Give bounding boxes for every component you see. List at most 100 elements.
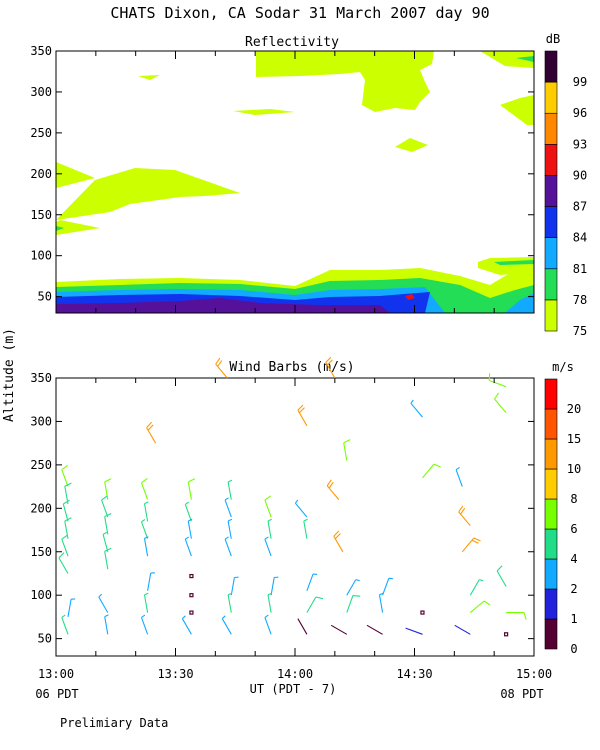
wind-colorbar-label: 6 (570, 522, 577, 536)
wind-barb (146, 421, 157, 444)
reflectivity-panel: Reflectivity 50 100 150 200 250 300 350 (30, 32, 587, 338)
wind-barb-title: Wind Barbs (m/s) (229, 360, 354, 375)
wind-barb (461, 537, 481, 553)
wind-barb (325, 356, 336, 379)
wind-barb (297, 404, 308, 427)
wind-barb (224, 497, 232, 518)
wind-colorbar-unit: m/s (552, 360, 574, 374)
reflectivity-y-tick-label: 50 (38, 290, 52, 304)
wind-barb (143, 501, 149, 522)
wind-barb (330, 624, 348, 635)
wind-colorbar-label: 2 (570, 582, 577, 596)
wind-y-tick-label: 100 (30, 588, 52, 602)
wind-barb (306, 596, 324, 613)
reflectivity-colorbar-label: 90 (573, 168, 587, 182)
x-left-note: 06 PDT (35, 687, 78, 701)
wind-x-tick-label: 13:30 (157, 667, 193, 681)
wind-barb (270, 576, 279, 596)
wind-colorbar-label: 10 (567, 462, 581, 476)
wind-barb (230, 576, 239, 596)
reflectivity-y-tick-label: 100 (30, 249, 52, 263)
reflectivity-colorbar-swatch (544, 268, 558, 301)
wind-colorbar-swatch (544, 618, 558, 650)
wind-barb (184, 501, 192, 522)
reflectivity-colorbar: 75 78 81 84 87 90 93 96 99 (544, 50, 587, 338)
wind-x-tick-label: 13:00 (38, 667, 74, 681)
wind-colorbar-swatch (544, 378, 558, 410)
wind-x-tick-label: 14:30 (396, 667, 432, 681)
reflectivity-75-top-2 (480, 51, 534, 68)
reflectivity-colorbar-label: 93 (573, 137, 587, 151)
wind-barb (264, 536, 272, 557)
figure-title: CHATS Dixon, CA Sodar 31 March 2007 day … (110, 4, 489, 22)
reflectivity-75-top-3 (500, 95, 534, 125)
reflectivity-87-layer (56, 298, 390, 313)
reflectivity-colorbar-swatch (544, 206, 558, 238)
wind-y-tick-label: 250 (30, 458, 52, 472)
wind-colorbar-label: 0 (570, 642, 577, 656)
wind-barb (221, 615, 232, 635)
wind-y-tick-label: 150 (30, 545, 52, 559)
reflectivity-colorbar-unit: dB (546, 32, 560, 46)
reflectivity-title: Reflectivity (245, 35, 339, 50)
wind-barb (469, 579, 484, 596)
x-right-note: 08 PDT (500, 687, 543, 701)
wind-barb (104, 614, 109, 635)
wind-barb (346, 579, 360, 596)
wind-barb (378, 592, 384, 613)
wind-barb (104, 478, 112, 500)
wind-barb (67, 598, 76, 617)
wind-barb (104, 547, 112, 570)
wind-barb (147, 572, 155, 591)
wind-barb (458, 505, 471, 527)
wind-barb (187, 518, 193, 539)
reflectivity-y-tick-label: 300 (30, 85, 52, 99)
wind-barb (227, 592, 233, 613)
wind-barb (181, 615, 192, 635)
wind-barb (333, 530, 344, 553)
reflectivity-colorbar-label: 87 (573, 200, 587, 214)
y-axis-label: Altitude (m) (2, 328, 17, 422)
wind-barb (61, 534, 69, 557)
wind-barb-calm (189, 573, 194, 579)
wind-barb (215, 357, 228, 379)
wind-barb (227, 518, 233, 539)
wind-colorbar-swatch (544, 438, 558, 470)
wind-barb (488, 373, 507, 388)
wind-x-tick-label: 15:00 (516, 667, 552, 681)
wind-barb (326, 479, 340, 500)
wind-barb (184, 536, 192, 557)
wind-barb (267, 592, 272, 613)
reflectivity-78-blob-1 (56, 226, 64, 231)
wind-barb-axes: 50 100 150 200 250 300 350 13:00 13:30 14:00 14:30… (30, 371, 552, 681)
wind-barb (494, 392, 507, 414)
wind-barb (140, 477, 149, 500)
wind-colorbar-label: 1 (570, 612, 577, 626)
wind-barb (410, 399, 423, 418)
wind-barb (140, 519, 149, 539)
reflectivity-y-tick-label: 200 (30, 167, 52, 181)
reflectivity-75-top-1 (256, 51, 434, 112)
wind-barb (104, 513, 112, 535)
wind-colorbar-swatch (544, 468, 558, 500)
reflectivity-y-tick-label: 250 (30, 126, 52, 140)
wind-barb (140, 614, 149, 635)
reflectivity-colorbar-label: 81 (573, 262, 587, 276)
reflectivity-78-patch-4 (494, 260, 534, 265)
wind-colorbar: 0 1 2 4 6 8 10 15 20 (544, 378, 581, 656)
reflectivity-field (56, 51, 534, 313)
reflectivity-colorbar-swatch (544, 299, 558, 332)
wind-barb-calm (420, 610, 425, 615)
reflectivity-axes: 50 100 150 200 250 300 350 (30, 44, 534, 313)
wind-y-tick-label: 350 (30, 371, 52, 385)
reflectivity-colorbar-label: 75 (573, 324, 587, 338)
wind-barb (343, 439, 351, 461)
wind-barb (303, 518, 308, 539)
wind-colorbar-label: 20 (567, 402, 581, 416)
wind-barb (58, 552, 69, 574)
wind-barb (506, 612, 527, 620)
reflectivity-75-plume-2 (56, 220, 100, 235)
reflectivity-75-plume-1 (56, 162, 240, 220)
reflectivity-colorbar-label: 78 (573, 293, 587, 307)
